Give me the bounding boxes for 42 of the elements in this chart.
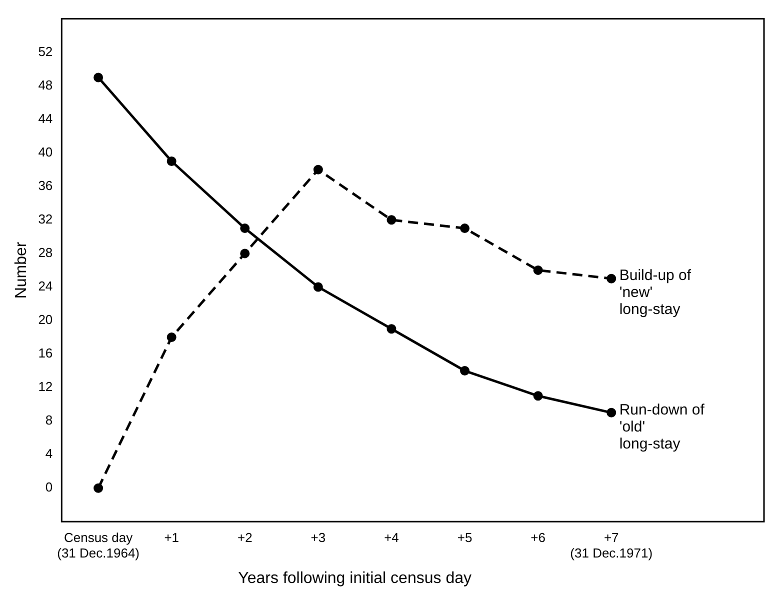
point — [94, 483, 104, 493]
point — [94, 72, 104, 82]
point — [240, 248, 250, 258]
x-tick-label: +4 — [384, 530, 399, 545]
y-tick-label: 28 — [38, 245, 53, 260]
point — [166, 156, 176, 166]
point — [606, 408, 616, 418]
point — [313, 282, 323, 292]
y-tick-label: 0 — [45, 480, 53, 495]
x-tick-label: Census day (31 Dec.1964) — [57, 530, 140, 561]
point — [460, 366, 470, 376]
point — [386, 215, 396, 225]
x-tick-label: +7 (31 Dec.1971) — [570, 530, 653, 561]
y-tick-label: 16 — [38, 346, 53, 361]
point — [460, 224, 470, 234]
y-tick-label: 12 — [38, 379, 53, 394]
y-tick-label: 40 — [38, 144, 53, 160]
x-tick-label: +1 — [164, 530, 180, 545]
y-tick-label: 48 — [38, 77, 53, 92]
series-label: Build-up of 'new' long-stay — [619, 267, 692, 318]
y-tick-label: 8 — [45, 412, 53, 428]
point — [240, 224, 250, 234]
point — [533, 391, 543, 401]
x-tick-label: +5 — [457, 530, 472, 545]
point — [533, 265, 543, 275]
point — [386, 324, 396, 334]
y-tick-label: 20 — [38, 312, 53, 328]
y-axis-title: Number — [13, 241, 30, 299]
y-tick-label: 4 — [45, 446, 53, 462]
x-tick-label: +3 — [310, 530, 326, 545]
x-tick-label: +6 — [530, 530, 546, 545]
point — [166, 332, 176, 342]
point — [606, 274, 616, 284]
x-tick-label: +2 — [237, 530, 252, 545]
series-label: Run-down of 'old' long-stay — [619, 401, 706, 452]
point — [313, 164, 323, 174]
y-tick-label: 32 — [38, 212, 53, 226]
y-tick-label: 36 — [38, 178, 53, 193]
y-tick-label: 52 — [38, 44, 53, 59]
x-axis-title: Years following initial census day — [238, 570, 472, 587]
y-tick-label: 44 — [38, 110, 53, 126]
y-tick-label: 24 — [38, 278, 53, 294]
